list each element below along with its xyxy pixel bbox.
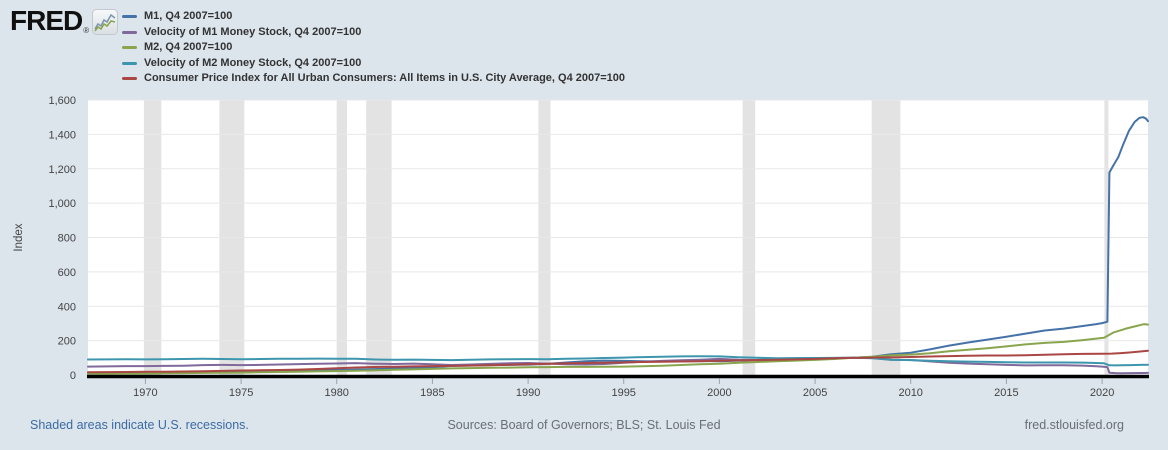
legend-swatch-m1	[122, 15, 137, 19]
y-tick-label: 600	[58, 267, 76, 279]
series-line-velocity-m1	[87, 356, 1149, 375]
legend-label-m2: M2, Q4 2007=100	[144, 41, 233, 53]
chart-area[interactable]: 0 200 400 600 800 1,000 1,200 1,400 1,600 Index 19…	[0, 95, 1168, 405]
fred-logo-text: FRED	[10, 5, 83, 36]
legend-item-velocity-m2: Velocity of M2 Money Stock, Q4 2007=100	[122, 56, 625, 72]
fred-logo[interactable]: FRED ®	[10, 5, 119, 40]
y-tick-label: 800	[58, 233, 76, 245]
series-line-velocity-m2	[87, 355, 1149, 367]
x-tick-label: 1990	[516, 387, 540, 399]
x-tick-label: 2020	[1090, 387, 1114, 399]
y-tick-label: 1,000	[48, 198, 76, 210]
x-tick-label: 2015	[994, 387, 1018, 399]
legend-label-m1: M1, Q4 2007=100	[144, 10, 233, 22]
recession-note-link[interactable]: Shaded areas indicate U.S. recessions.	[30, 418, 249, 432]
y-tick-label: 1,200	[48, 164, 76, 176]
footer: Shaded areas indicate U.S. recessions. S…	[0, 418, 1168, 438]
chart-legend: M1, Q4 2007=100 Velocity of M1 Money Stoc…	[122, 9, 625, 87]
y-tick-label: 0	[70, 370, 76, 382]
y-tick-label: 200	[58, 336, 76, 348]
y-tick-label: 400	[58, 301, 76, 313]
x-tick-label: 2010	[898, 387, 922, 399]
y-tick-label: 1,600	[48, 95, 76, 107]
legend-swatch-cpi	[122, 77, 137, 81]
fred-site-link[interactable]: fred.stlouisfed.org	[1024, 418, 1124, 432]
x-tick-label: 1970	[133, 387, 157, 399]
sources-text: Sources: Board of Governors; BLS; St. Lo…	[447, 418, 721, 432]
y-axis-title: Index	[13, 223, 25, 251]
series-line-m2	[87, 323, 1149, 375]
legend-item-velocity-m1: Velocity of M1 Money Stock, Q4 2007=100	[122, 25, 625, 41]
x-tick-label: 2000	[707, 387, 731, 399]
legend-item-m2: M2, Q4 2007=100	[122, 40, 625, 56]
legend-swatch-velocity-m2	[122, 61, 137, 65]
legend-item-cpi: Consumer Price Index for All Urban Consu…	[122, 71, 625, 87]
y-tick-label: 1,400	[48, 129, 76, 141]
x-tick-label: 1975	[229, 387, 253, 399]
x-tick-label: 1980	[324, 387, 348, 399]
x-tick-label: 2005	[803, 387, 827, 399]
legend-label-cpi: Consumer Price Index for All Urban Consu…	[144, 72, 626, 84]
x-tick-label: 1995	[611, 387, 635, 399]
legend-swatch-m2	[122, 46, 137, 50]
fred-logo-chart-icon	[92, 9, 119, 40]
line-chart-svg[interactable]: 0 200 400 600 800 1,000 1,200 1,400 1,600 Index 19…	[0, 95, 1168, 405]
legend-swatch-velocity-m1	[122, 30, 137, 34]
series-line-cpi	[87, 349, 1149, 374]
legend-label-velocity-m1: Velocity of M1 Money Stock, Q4 2007=100	[144, 25, 362, 38]
legend-item-m1: M1, Q4 2007=100	[122, 9, 625, 25]
x-tick-label: 1985	[420, 387, 444, 399]
registered-trademark-symbol: ®	[83, 26, 90, 35]
legend-label-velocity-m2: Velocity of M2 Money Stock, Q4 2007=100	[144, 56, 362, 69]
